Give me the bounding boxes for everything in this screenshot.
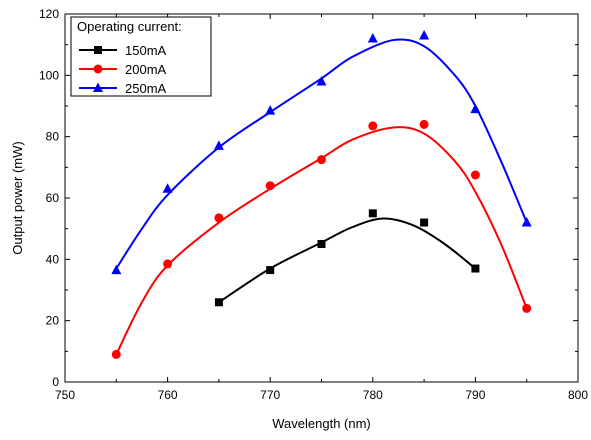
- legend-marker-250ma: [93, 82, 103, 92]
- x-axis-title: Wavelength (nm): [272, 416, 371, 431]
- data-point-200ma: [111, 349, 121, 359]
- data-point-250ma: [162, 183, 173, 193]
- data-point-250ma: [213, 140, 224, 150]
- data-point-200ma: [368, 121, 378, 131]
- x-tick-label: 770: [260, 388, 280, 402]
- data-point-200ma: [317, 155, 326, 165]
- y-tick-label: 40: [46, 252, 60, 266]
- legend-marker-200ma: [93, 64, 103, 74]
- legend-label-150ma: 150mA: [125, 43, 167, 58]
- legend-marker-150ma: [94, 46, 102, 54]
- data-point-200ma: [265, 181, 275, 191]
- axes-layer: 750 760 770 780 790 800 0 20 40 60 80 100 120: [39, 7, 588, 402]
- legend: Operating current: 150mA 200mA 250mA: [70, 16, 212, 97]
- y-tick-label: 60: [46, 191, 60, 205]
- data-point-150ma: [214, 298, 223, 307]
- x-tick-label: 760: [158, 388, 178, 402]
- legend-box: [70, 16, 212, 97]
- y-axis-title: Output power (mW): [10, 141, 25, 254]
- y-tick-label: 0: [52, 375, 59, 389]
- data-point-200ma: [163, 259, 173, 269]
- y-tick-label: 20: [46, 314, 60, 328]
- data-point-150ma: [266, 266, 275, 275]
- x-tick-label: 790: [465, 388, 485, 402]
- data-point-200ma: [214, 213, 224, 223]
- y-tick-label: 100: [39, 68, 59, 82]
- data-point-150ma: [317, 240, 326, 248]
- data-point-250ma: [367, 33, 378, 43]
- markers-layer: [111, 29, 532, 359]
- y-tick-label: 80: [46, 130, 60, 144]
- legend-title: Operating current:: [77, 19, 182, 34]
- x-tick-label: 750: [55, 388, 75, 402]
- x-tick-label: 780: [363, 388, 383, 402]
- data-point-150ma: [471, 264, 480, 273]
- data-point-250ma: [470, 103, 481, 114]
- legend-label-250ma: 250mA: [125, 81, 167, 96]
- data-point-200ma: [419, 119, 429, 129]
- data-point-150ma: [420, 218, 429, 227]
- data-point-250ma: [521, 217, 532, 227]
- data-point-250ma: [419, 29, 430, 40]
- legend-label-200ma: 200mA: [125, 62, 167, 77]
- data-point-150ma: [368, 209, 377, 218]
- data-point-250ma: [265, 105, 276, 115]
- data-point-250ma: [316, 75, 327, 86]
- x-tick-label: 800: [568, 388, 588, 402]
- data-point-200ma: [522, 303, 532, 313]
- data-point-250ma: [111, 264, 122, 275]
- y-tick-label: 120: [39, 7, 59, 21]
- fit-line-150ma: [218, 217, 477, 304]
- data-point-200ma: [470, 170, 480, 180]
